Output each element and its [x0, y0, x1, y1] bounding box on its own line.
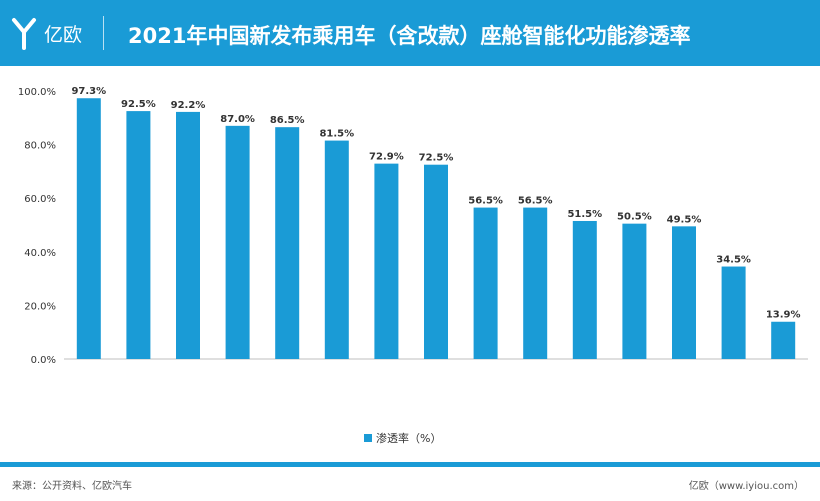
y-tick-label: 100.0% — [18, 87, 56, 98]
y-tick-label: 0.0% — [31, 355, 56, 366]
data-label: 56.5% — [468, 196, 503, 207]
page-title: 2021年中国新发布乘用车（含改款）座舱智能化功能渗透率 — [128, 24, 691, 48]
data-label: 72.5% — [419, 153, 454, 164]
bar — [76, 98, 101, 360]
data-label: 87.0% — [220, 114, 255, 125]
data-label: 56.5% — [518, 196, 553, 207]
data-label: 50.5% — [617, 212, 652, 223]
legend-swatch — [364, 434, 372, 442]
yiou-logo: 亿欧 — [12, 18, 82, 50]
bar — [374, 163, 399, 359]
data-label: 86.5% — [270, 115, 305, 126]
bar — [523, 207, 548, 359]
bar — [473, 207, 498, 359]
data-label: 34.5% — [716, 255, 751, 266]
bar-chart: 0.0% 20.0% 40.0% 60.0% 80.0% 100.0% 97.3% 92.5%… — [18, 86, 808, 366]
bar — [721, 266, 746, 359]
data-label: 51.5% — [567, 209, 602, 220]
logo-divider — [103, 16, 104, 50]
bar — [771, 321, 796, 359]
bar — [622, 223, 647, 359]
legend-label: 渗透率（%） — [376, 432, 442, 445]
data-label: 13.9% — [766, 310, 801, 321]
data-label: 72.9% — [369, 152, 404, 163]
logo-mark-icon — [12, 18, 36, 50]
site-credit: 亿欧（www.iyiou.com） — [688, 481, 804, 492]
y-tick-label: 80.0% — [24, 141, 56, 152]
source-note: 来源：公开资料、亿欧汽车 — [12, 481, 132, 492]
bar — [225, 125, 250, 359]
data-label: 92.2% — [171, 100, 206, 111]
data-label: 97.3% — [71, 86, 106, 97]
data-label: 81.5% — [319, 129, 354, 140]
y-tick-label: 20.0% — [24, 301, 56, 312]
bar — [324, 140, 349, 359]
brand-name: 亿欧 — [44, 24, 82, 46]
bar — [126, 111, 151, 359]
y-tick-label: 60.0% — [24, 194, 56, 205]
footer: 来源：公开资料、亿欧汽车 亿欧（www.iyiou.com） — [0, 467, 820, 501]
bar — [424, 164, 448, 359]
chart-legend: 渗透率（%） — [364, 430, 441, 446]
bar — [572, 220, 597, 359]
data-label: 92.5% — [121, 99, 156, 110]
bar — [275, 127, 300, 360]
bar — [672, 226, 696, 359]
data-label: 49.5% — [667, 214, 702, 225]
y-tick-label: 40.0% — [24, 248, 56, 259]
bar — [176, 111, 200, 360]
footer-divider — [0, 462, 820, 467]
header-banner: 亿欧 2021年中国新发布乘用车（含改款）座舱智能化功能渗透率 — [0, 0, 820, 66]
